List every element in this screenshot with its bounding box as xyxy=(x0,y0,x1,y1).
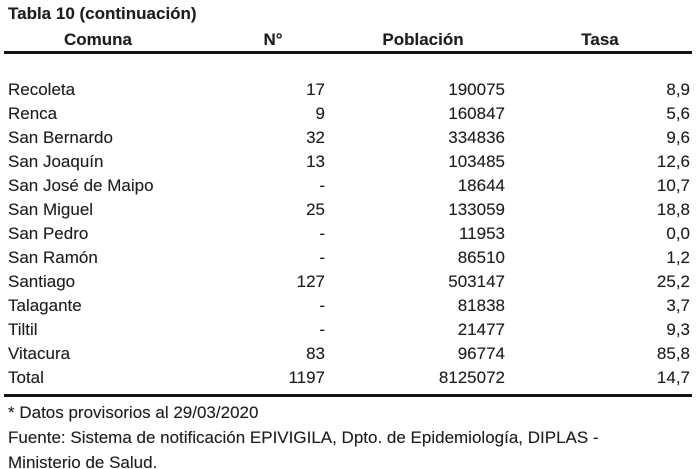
cell-numero: - xyxy=(319,176,325,195)
cell-comuna: San Miguel xyxy=(8,200,94,219)
table-row: San Miguel 25 133059 18,8 xyxy=(8,198,690,222)
cell-poblacion: 21477 xyxy=(457,320,505,339)
cell-poblacion: 96774 xyxy=(457,344,505,363)
cell-poblacion: 103485 xyxy=(448,152,505,171)
cell-comuna: Talagante xyxy=(8,296,82,315)
table-row: Recoleta 17 190075 8,9 xyxy=(8,78,690,102)
cell-numero: - xyxy=(319,224,325,243)
footnote-source: Fuente: Sistema de notificación EPIVIGIL… xyxy=(8,428,599,447)
footer-rule xyxy=(4,394,692,397)
cell-poblacion: 86510 xyxy=(457,248,505,267)
table-row: San Ramón - 86510 1,2 xyxy=(8,246,690,270)
cell-numero: 13 xyxy=(306,152,325,171)
cell-comuna: San Bernardo xyxy=(8,128,113,147)
table-row: Vitacura 83 96774 85,8 xyxy=(8,342,690,366)
cell-comuna: Tiltil xyxy=(8,320,38,339)
cell-poblacion: 133059 xyxy=(448,200,505,219)
cell-comuna: San Joaquín xyxy=(8,152,104,171)
footnote-ministry: Ministerio de Salud. xyxy=(8,453,158,469)
cell-comuna: San Pedro xyxy=(8,224,89,243)
cell-tasa: 85,8 xyxy=(656,344,690,363)
footnotes: * Datos provisorios al 29/03/2020 Fuente… xyxy=(8,400,599,469)
table-row: San Joaquín 13 103485 12,6 xyxy=(8,150,690,174)
table-row: Renca 9 160847 5,6 xyxy=(8,102,690,126)
cell-tasa: 1,2 xyxy=(666,248,690,267)
cell-numero: 83 xyxy=(306,344,325,363)
table-row: San José de Maipo - 18644 10,7 xyxy=(8,174,690,198)
cell-poblacion: 81838 xyxy=(457,296,505,315)
cell-tasa: 3,7 xyxy=(666,296,690,315)
column-header-poblacion: Población xyxy=(382,30,464,49)
cell-numero: - xyxy=(319,296,325,315)
table-row: San Pedro - 11953 0,0 xyxy=(8,222,690,246)
cell-numero: - xyxy=(319,320,325,339)
cell-tasa: 0,0 xyxy=(666,224,690,243)
cell-comuna: San José de Maipo xyxy=(8,176,154,195)
table-rows: Recoleta 17 190075 8,9 Renca 9 160847 5,… xyxy=(8,78,690,390)
cell-comuna: Total xyxy=(8,368,44,387)
cell-poblacion: 503147 xyxy=(448,272,505,291)
cell-tasa: 12,6 xyxy=(656,152,690,171)
cell-comuna: Recoleta xyxy=(8,80,76,99)
cell-comuna: San Ramón xyxy=(8,248,98,267)
header-rule xyxy=(4,51,692,54)
table-row: Tiltil - 21477 9,3 xyxy=(8,318,690,342)
cell-tasa: 14,7 xyxy=(656,368,690,387)
table-header-row: Comuna N° Población Tasa xyxy=(8,30,690,50)
cell-comuna: Santiago xyxy=(8,272,76,291)
column-header-comuna: Comuna xyxy=(64,30,132,49)
table-row: Santiago 127 503147 25,2 xyxy=(8,270,690,294)
cell-poblacion: 190075 xyxy=(448,80,505,99)
cell-poblacion: 8125072 xyxy=(438,368,505,387)
column-header-numero: N° xyxy=(263,30,283,49)
cell-numero: 25 xyxy=(306,200,325,219)
cell-numero: 32 xyxy=(306,128,325,147)
cell-tasa: 9,3 xyxy=(666,320,690,339)
cell-numero: 127 xyxy=(296,272,325,291)
cell-numero: 9 xyxy=(315,104,325,123)
footnote-provisional: * Datos provisorios al 29/03/2020 xyxy=(8,403,259,422)
table-title: Tabla 10 (continuación) xyxy=(8,4,197,23)
cell-numero: - xyxy=(319,248,325,267)
cell-tasa: 25,2 xyxy=(656,272,690,291)
column-header-tasa: Tasa xyxy=(581,30,619,49)
cell-tasa: 10,7 xyxy=(656,176,690,195)
cell-tasa: 5,6 xyxy=(666,104,690,123)
table-row: San Bernardo 32 334836 9,6 xyxy=(8,126,690,150)
table-row: Total 1197 8125072 14,7 xyxy=(8,366,690,390)
cell-poblacion: 334836 xyxy=(448,128,505,147)
cell-comuna: Renca xyxy=(8,104,58,123)
cell-poblacion: 160847 xyxy=(448,104,505,123)
cell-tasa: 8,9 xyxy=(666,80,690,99)
cell-tasa: 9,6 xyxy=(666,128,690,147)
cell-comuna: Vitacura xyxy=(8,344,71,363)
cell-poblacion: 18644 xyxy=(457,176,505,195)
cell-numero: 1197 xyxy=(288,368,325,387)
cell-tasa: 18,8 xyxy=(656,200,690,219)
table-row: Talagante - 81838 3,7 xyxy=(8,294,690,318)
cell-numero: 17 xyxy=(306,80,325,99)
cell-poblacion: 11953 xyxy=(458,224,505,243)
